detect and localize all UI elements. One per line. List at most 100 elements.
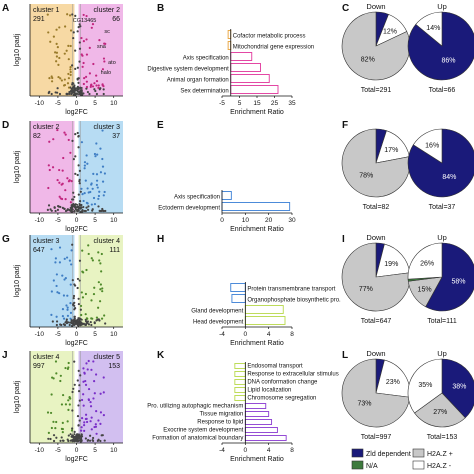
volcano-point bbox=[81, 435, 84, 438]
x-axis-label: Enrichment Ratio bbox=[230, 226, 284, 233]
volcano-point bbox=[104, 322, 107, 325]
volcano-point bbox=[78, 203, 81, 206]
volcano-point bbox=[74, 172, 77, 175]
volcano-point bbox=[99, 392, 102, 395]
volcano-point bbox=[91, 187, 94, 190]
volcano-point bbox=[49, 208, 52, 211]
volcano-point bbox=[55, 320, 59, 323]
volcano-point bbox=[70, 263, 73, 266]
volcano-point bbox=[78, 178, 81, 182]
cluster-count-left: 82 bbox=[33, 133, 41, 140]
volcano-point bbox=[52, 439, 56, 443]
volcano-point bbox=[85, 154, 88, 157]
x-tick-label: 8 bbox=[290, 331, 294, 338]
volcano-point bbox=[91, 23, 95, 26]
volcano-point bbox=[55, 436, 58, 439]
volcano-point bbox=[59, 323, 62, 326]
volcano-point bbox=[76, 320, 79, 323]
x-tick-label: 5 bbox=[238, 100, 242, 107]
pie-title: Up bbox=[437, 2, 447, 11]
volcano-point bbox=[83, 164, 86, 167]
volcano-point bbox=[102, 391, 105, 394]
volcano-point bbox=[49, 40, 52, 43]
volcano-point bbox=[67, 138, 70, 142]
volcano-point bbox=[61, 315, 64, 318]
volcano-point bbox=[98, 259, 101, 262]
volcano-point bbox=[81, 193, 84, 196]
volcano-point bbox=[78, 259, 82, 262]
volcano-point bbox=[73, 304, 76, 307]
volcano-point bbox=[90, 428, 93, 431]
legend-label: N/A bbox=[366, 463, 378, 470]
x-tick-label: -10 bbox=[35, 217, 45, 224]
volcano-point bbox=[49, 437, 52, 441]
volcano-point bbox=[52, 377, 55, 380]
volcano-point bbox=[92, 397, 95, 400]
volcano-point bbox=[77, 164, 80, 167]
pie-percent: 86% bbox=[442, 57, 456, 64]
volcano-point bbox=[71, 13, 74, 16]
volcano-point bbox=[98, 319, 101, 322]
volcano-point bbox=[86, 90, 90, 94]
x-tick-label: 4 bbox=[267, 447, 271, 454]
volcano-point bbox=[85, 85, 89, 89]
volcano-point bbox=[66, 13, 69, 16]
volcano-point bbox=[95, 84, 98, 87]
volcano-point bbox=[50, 290, 53, 293]
volcano-point bbox=[54, 427, 57, 430]
enrichment-bar bbox=[244, 427, 278, 433]
volcano-point bbox=[66, 177, 69, 180]
legend-swatch bbox=[351, 448, 364, 458]
x-tick-label: 15 bbox=[253, 100, 261, 107]
volcano-point bbox=[86, 202, 89, 205]
cluster-name-right: cluster 4 bbox=[94, 238, 121, 245]
volcano-point bbox=[99, 171, 103, 174]
volcano-point bbox=[53, 206, 56, 209]
volcano-point bbox=[94, 423, 97, 426]
volcano-point bbox=[62, 156, 65, 160]
volcano-point bbox=[103, 439, 106, 442]
volcano-point bbox=[85, 87, 88, 90]
cluster-region-right bbox=[78, 235, 123, 327]
volcano-point bbox=[79, 190, 82, 193]
volcano-point bbox=[62, 393, 65, 397]
volcano-point bbox=[91, 259, 94, 262]
volcano-point bbox=[58, 246, 62, 249]
volcano-point bbox=[102, 85, 105, 88]
volcano-point bbox=[76, 173, 79, 177]
volcano-point bbox=[66, 314, 70, 317]
x-axis-label: log2FC bbox=[65, 456, 88, 463]
pie-down-slice bbox=[341, 128, 411, 198]
volcano-point bbox=[73, 317, 76, 320]
panel-letter: B bbox=[157, 3, 164, 14]
volcano-point bbox=[103, 60, 106, 63]
volcano-point bbox=[90, 323, 93, 327]
cluster-region-left bbox=[30, 235, 75, 327]
volcano-point bbox=[79, 25, 82, 28]
pie-total: Total=82 bbox=[363, 204, 390, 211]
volcano-point bbox=[85, 317, 88, 320]
volcano-point bbox=[81, 210, 84, 213]
volcano-point bbox=[78, 41, 81, 44]
volcano-point bbox=[72, 321, 75, 324]
x-tick-label: 8 bbox=[290, 447, 294, 454]
x-tick-label: 20 bbox=[265, 217, 273, 224]
volcano-point bbox=[84, 417, 87, 421]
volcano-point bbox=[93, 286, 96, 289]
volcano-point bbox=[89, 434, 92, 437]
volcano-point bbox=[59, 374, 62, 377]
category-label: Chromosome segregation bbox=[247, 396, 316, 402]
volcano-point bbox=[91, 438, 94, 442]
volcano-point bbox=[93, 425, 96, 429]
volcano-point bbox=[82, 13, 85, 17]
volcano-point bbox=[84, 209, 87, 213]
volcano-point bbox=[78, 169, 81, 173]
x-tick-label: 0 bbox=[75, 331, 79, 338]
volcano-point bbox=[102, 57, 106, 60]
enrichment-bar bbox=[221, 191, 232, 200]
volcano-point bbox=[76, 131, 79, 135]
volcano-point bbox=[61, 427, 65, 431]
volcano-point bbox=[70, 322, 73, 325]
volcano-point bbox=[72, 191, 75, 194]
